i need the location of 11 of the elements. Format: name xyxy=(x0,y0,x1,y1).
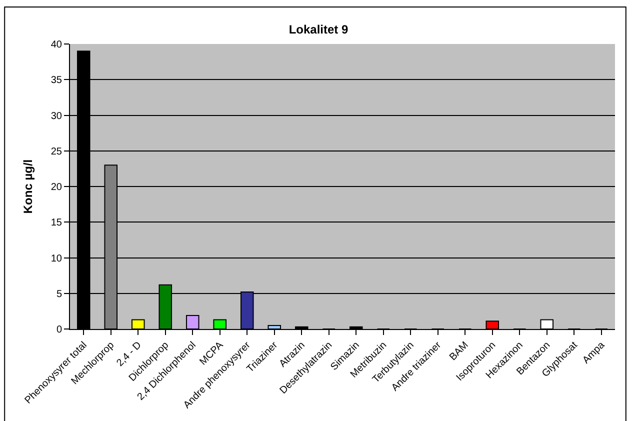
y-tick-label: 20 xyxy=(50,182,62,193)
y-tick-label: 5 xyxy=(56,288,62,300)
y-tick-label: 0 xyxy=(56,324,62,336)
y-axis-title: Konc µg/l xyxy=(21,159,36,214)
y-tick-label: 40 xyxy=(50,40,62,50)
chart-title: Lokalitet 9 xyxy=(288,22,348,37)
y-tick-label: 10 xyxy=(50,253,62,264)
y-tick-label: 15 xyxy=(50,218,62,229)
y-tick-label: 25 xyxy=(50,146,62,158)
y-tick-label: 35 xyxy=(50,75,62,86)
y-tick-label: 30 xyxy=(50,110,62,122)
